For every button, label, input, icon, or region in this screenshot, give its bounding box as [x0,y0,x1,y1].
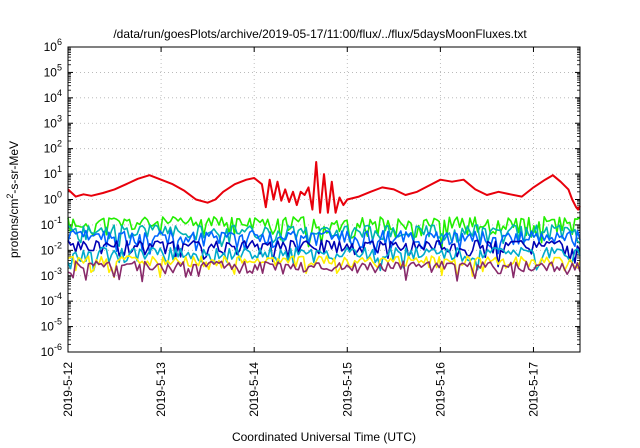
x-axis-label: Coordinated Universal Time (UTC) [232,430,416,444]
x-tick-labels: 2019-5-12 2019-5-13 2019-5-14 2019-5-15 2019… [61,362,540,417]
x-tick-label: 2019-5-13 [154,362,168,417]
y-tick-label: 10-1 [41,215,62,232]
y-tick-label: 103 [44,113,62,130]
y-tick-label: 10-5 [41,317,62,334]
y-tick-label: 106 [44,37,62,54]
y-tick-label: 10-4 [41,291,62,308]
x-tick-label: 2019-5-16 [433,362,447,417]
grid-lines [68,47,580,352]
y-tick-label: 105 [44,62,62,79]
y-axis-label: protons/cm2-s-sr-MeV [5,141,21,258]
y-axis-label-post: -s-sr-MeV [7,141,21,194]
x-tick-label: 2019-5-17 [526,362,540,417]
y-tick-label: 10-2 [41,240,62,257]
y-axis-label-sup: 2 [5,194,15,199]
series-line-4 [67,229,581,256]
y-tick-labels: 10-6 10-5 10-4 10-3 10-2 10-1 100 101 102 103 104 1… [41,37,62,359]
y-tick-label: 104 [44,88,62,105]
y-tick-label: 10-3 [41,266,62,283]
plot-frame [67,46,581,353]
y-axis-label-pre: protons/cm [7,199,21,258]
x-tick-label: 2019-5-14 [247,362,261,417]
y-tick-label: 102 [44,139,62,156]
series-line-1 [67,161,581,214]
y-tick-label: 10-6 [41,342,62,359]
series-line-8 [67,260,581,283]
series-line-6 [67,246,581,272]
series-line-7 [67,255,581,279]
chart-title: /data/run/goesPlots/archive/2019-05-17/1… [113,27,527,41]
y-tick-label: 100 [44,190,62,207]
series-line-3 [67,224,581,248]
series-line-2 [67,216,581,250]
series-lines [67,161,581,283]
y-tick-label: 101 [44,164,62,181]
series-line-5 [67,239,581,268]
x-tick-label: 2019-5-12 [61,362,75,417]
x-tick-label: 2019-5-15 [340,362,354,417]
